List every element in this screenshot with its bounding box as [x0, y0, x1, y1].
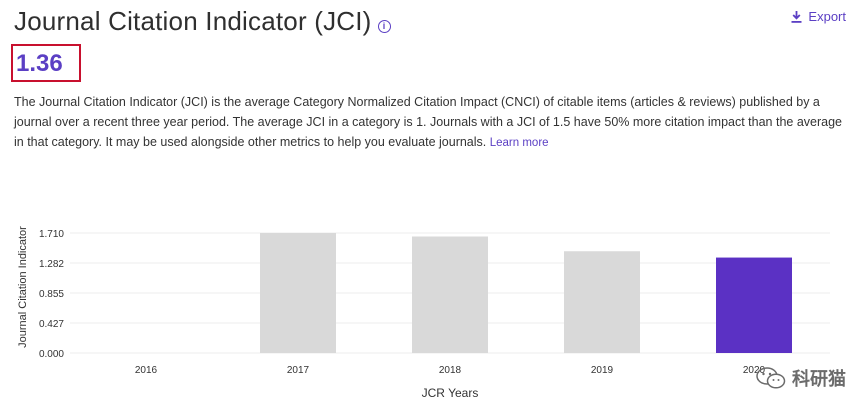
bar-2019 [564, 251, 640, 353]
title-row: Journal Citation Indicator (JCI) i [14, 6, 391, 37]
description-text: The Journal Citation Indicator (JCI) is … [14, 95, 842, 149]
learn-more-link[interactable]: Learn more [489, 137, 549, 149]
bar-2020 [716, 257, 792, 353]
bar-2018 [412, 236, 488, 353]
y-tick-label: 0.855 [39, 289, 64, 300]
download-icon [791, 10, 802, 23]
y-axis-title: Journal Citation Indicator [17, 226, 29, 348]
jci-value: 1.36 [16, 50, 63, 77]
y-tick-label: 1.710 [39, 229, 64, 240]
page-title: Journal Citation Indicator (JCI) [14, 6, 372, 36]
x-tick-label: 2020 [743, 365, 766, 376]
x-tick-label: 2017 [287, 365, 310, 376]
value-highlight-box: 1.36 [11, 44, 81, 82]
bar-2017 [260, 233, 336, 353]
export-label: Export [808, 9, 846, 24]
description: The Journal Citation Indicator (JCI) is … [14, 92, 844, 153]
watermark: 科研猫 [756, 365, 846, 391]
x-tick-label: 2018 [439, 365, 462, 376]
wechat-icon [756, 367, 786, 389]
x-tick-label: 2019 [591, 365, 614, 376]
watermark-text: 科研猫 [792, 369, 846, 389]
y-tick-label: 1.282 [39, 259, 64, 270]
x-tick-label: 2016 [135, 365, 158, 376]
jci-bar-chart: 0.000 0.427 0.855 1.282 1.710 2016 2017 2018 201… [17, 226, 830, 400]
export-button[interactable]: Export [791, 9, 846, 24]
info-icon[interactable]: i [377, 20, 391, 33]
y-tick-label: 0.427 [39, 319, 64, 330]
y-tick-label: 0.000 [39, 349, 64, 360]
x-axis-title: JCR Years [422, 386, 479, 400]
